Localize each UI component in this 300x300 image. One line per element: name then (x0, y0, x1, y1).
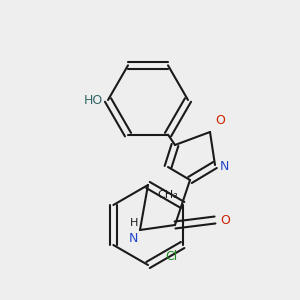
Text: N: N (129, 232, 138, 245)
Text: N: N (220, 160, 230, 173)
Text: CH₃: CH₃ (157, 190, 178, 200)
Text: O: O (215, 114, 225, 127)
Text: Cl: Cl (165, 250, 178, 263)
Text: O: O (220, 214, 230, 226)
Text: H: H (130, 218, 138, 228)
Text: HO: HO (84, 94, 103, 106)
